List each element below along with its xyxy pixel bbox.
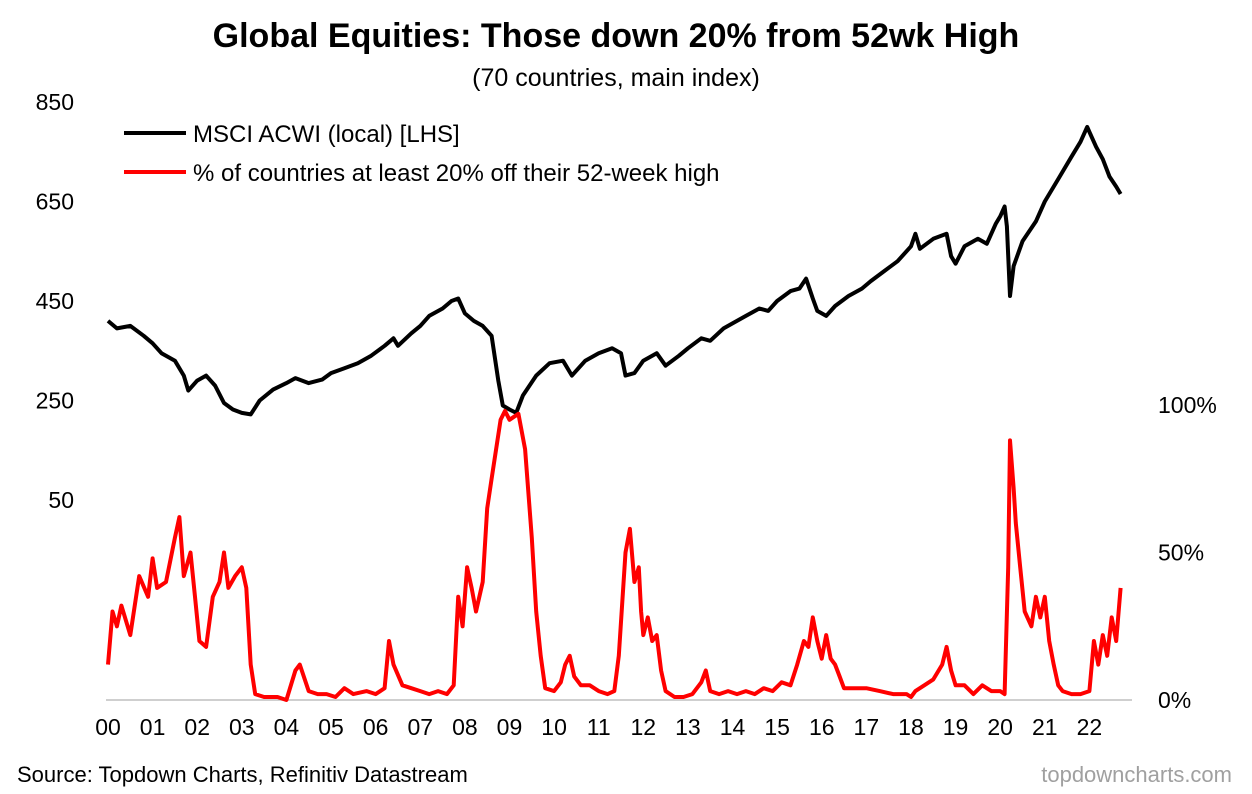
left-tick-label: 650 <box>36 189 74 215</box>
left-axis-ticks: 850 650 450 250 50 <box>36 89 74 513</box>
x-tick-label: 19 <box>943 714 969 740</box>
x-tick-label: 14 <box>720 714 746 740</box>
left-tick-label: 850 <box>36 89 74 115</box>
legend-label-pct: % of countries at least 20% off their 52… <box>193 160 720 187</box>
right-axis-ticks: 100% 50% 0% <box>1158 392 1217 713</box>
legend-label-acwi: MSCI ACWI (local) [LHS] <box>193 121 460 148</box>
x-tick-label: 02 <box>184 714 210 740</box>
right-tick-label: 100% <box>1158 392 1217 418</box>
x-tick-label: 16 <box>809 714 835 740</box>
x-tick-label: 10 <box>541 714 567 740</box>
x-tick-label: 08 <box>452 714 478 740</box>
chart-title: Global Equities: Those down 20% from 52w… <box>213 17 1020 55</box>
x-tick-label: 05 <box>318 714 344 740</box>
brand-watermark: topdowncharts.com <box>1041 762 1232 787</box>
x-tick-label: 03 <box>229 714 255 740</box>
x-tick-label: 11 <box>587 714 611 740</box>
right-tick-label: 50% <box>1158 540 1204 566</box>
acwi-series-line <box>106 124 1123 417</box>
x-tick-label: 22 <box>1077 714 1103 740</box>
chart-subtitle: (70 countries, main index) <box>472 64 760 92</box>
x-tick-label: 17 <box>854 714 880 740</box>
left-tick-label: 50 <box>48 487 74 513</box>
left-tick-label: 250 <box>36 388 74 414</box>
x-tick-label: 09 <box>497 714 523 740</box>
x-tick-label: 07 <box>407 714 433 740</box>
x-tick-label: 18 <box>898 714 924 740</box>
x-tick-label: 06 <box>363 714 389 740</box>
x-tick-label: 04 <box>274 714 300 740</box>
pct-series-line <box>106 408 1123 702</box>
right-tick-label: 0% <box>1158 687 1191 713</box>
left-tick-label: 450 <box>36 288 74 314</box>
source-note: Source: Topdown Charts, Refinitiv Datast… <box>17 762 468 787</box>
x-tick-label: 01 <box>140 714 166 740</box>
x-axis-ticks: 00 01 02 03 04 05 06 07 08 09 10 11 12 13 14 15 16 17 18 19… <box>95 714 1102 740</box>
x-tick-label: 20 <box>987 714 1013 740</box>
x-tick-label: 15 <box>764 714 790 740</box>
x-tick-label: 13 <box>675 714 701 740</box>
legend: MSCI ACWI (local) [LHS] % of countries a… <box>124 121 720 187</box>
x-tick-label: 00 <box>95 714 121 740</box>
x-tick-label: 12 <box>631 714 657 740</box>
x-tick-label: 21 <box>1032 714 1058 740</box>
